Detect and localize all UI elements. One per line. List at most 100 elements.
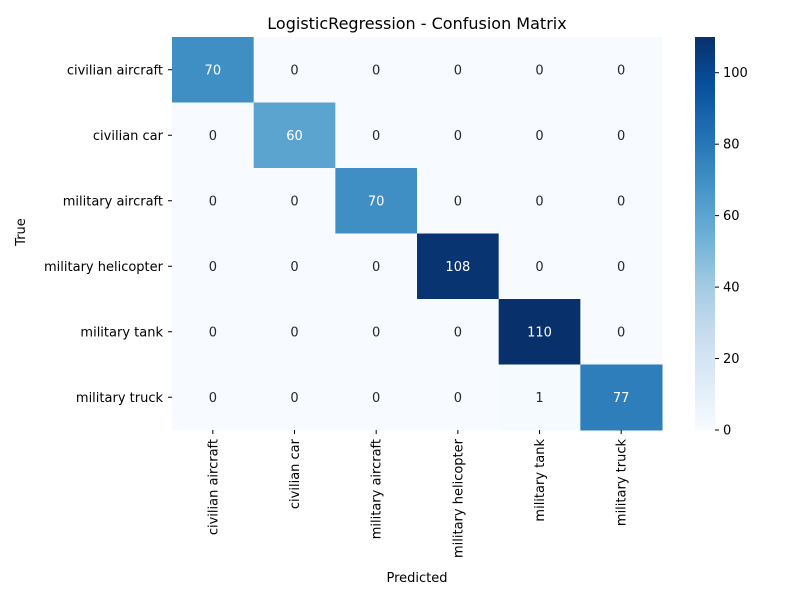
heatmap-cell bbox=[498, 37, 581, 103]
colorbar-tick-label: 80 bbox=[723, 138, 740, 153]
cell-value-label: 60 bbox=[286, 129, 303, 144]
heatmap-cell bbox=[172, 299, 255, 365]
y-axis-ticks: civilian aircraft civilian car military ai… bbox=[44, 63, 172, 406]
heatmap-cell bbox=[335, 364, 418, 431]
colorbar: 0 20 40 60 80 100 bbox=[695, 37, 748, 439]
cell-value-label: 0 bbox=[454, 325, 462, 340]
heatmap-cell bbox=[335, 102, 418, 169]
heatmap-cell bbox=[172, 168, 255, 234]
y-tick-label: military aircraft bbox=[63, 194, 163, 209]
heatmap-cell bbox=[417, 364, 500, 431]
x-tick-label: military helicopter bbox=[451, 438, 466, 558]
heatmap-cell bbox=[335, 37, 418, 103]
cell-value-label: 110 bbox=[527, 325, 552, 340]
x-tick-label: military tank bbox=[533, 439, 548, 522]
colorbar-tick-label: 0 bbox=[723, 424, 731, 439]
heatmap-cell bbox=[172, 37, 255, 103]
cell-value-label: 0 bbox=[454, 63, 462, 78]
heatmap-cell bbox=[417, 102, 500, 169]
heatmap-cell bbox=[498, 364, 581, 431]
cell-value-label: 0 bbox=[209, 325, 217, 340]
heatmap-cell bbox=[498, 233, 581, 300]
heatmap-cell bbox=[498, 102, 581, 169]
y-tick-label: military truck bbox=[76, 391, 164, 406]
colorbar-tick-label: 20 bbox=[723, 352, 740, 367]
cell-value-label: 0 bbox=[290, 260, 298, 275]
colorbar-gradient bbox=[695, 37, 715, 430]
heatmap-cell bbox=[580, 168, 663, 234]
heatmap-cell bbox=[417, 168, 500, 234]
cell-value-label: 0 bbox=[454, 194, 462, 209]
x-axis-ticks: civilian aircraft civilian car military ai… bbox=[206, 430, 630, 558]
cell-value-label: 0 bbox=[372, 129, 380, 144]
heatmap-cell bbox=[580, 364, 663, 431]
cell-value-label: 0 bbox=[290, 325, 298, 340]
cell-value-label: 70 bbox=[205, 63, 222, 78]
x-tick-label: military aircraft bbox=[370, 439, 385, 539]
colorbar-tick-label: 60 bbox=[723, 209, 740, 224]
heatmap-cell bbox=[253, 233, 336, 300]
cell-value-label: 0 bbox=[372, 63, 380, 78]
heatmap-cell bbox=[172, 102, 255, 169]
cell-value-label: 0 bbox=[209, 391, 217, 406]
heatmap-cell bbox=[417, 37, 500, 103]
colorbar-tick-label: 40 bbox=[723, 281, 740, 296]
heatmap-cell bbox=[253, 102, 336, 169]
cell-value-label: 0 bbox=[454, 129, 462, 144]
cell-value-label: 0 bbox=[372, 325, 380, 340]
cell-value-label: 0 bbox=[535, 63, 543, 78]
cell-value-label: 0 bbox=[617, 129, 625, 144]
heatmap-cell bbox=[417, 299, 500, 365]
heatmap-cell bbox=[253, 168, 336, 234]
cell-value-label: 70 bbox=[368, 194, 385, 209]
cell-value-label: 0 bbox=[209, 129, 217, 144]
x-axis-label: Predicted bbox=[386, 571, 447, 586]
heatmap-cell bbox=[172, 364, 255, 431]
heatmap-cell bbox=[498, 299, 581, 365]
cell-value-label: 0 bbox=[535, 129, 543, 144]
heatmap-cell bbox=[335, 168, 418, 234]
y-tick-label: civilian car bbox=[93, 129, 164, 144]
cell-value-label: 0 bbox=[617, 194, 625, 209]
x-tick-label: military truck bbox=[615, 439, 630, 527]
heatmap-cell bbox=[580, 299, 663, 365]
cell-value-label: 77 bbox=[613, 391, 630, 406]
heatmap-cell bbox=[335, 299, 418, 365]
heatmap-cell bbox=[580, 37, 663, 103]
heatmap-cell bbox=[335, 233, 418, 300]
heatmap-cell bbox=[172, 233, 255, 300]
x-tick-label: civilian car bbox=[288, 438, 303, 509]
cell-value-label: 108 bbox=[445, 260, 470, 275]
y-axis-label: True bbox=[14, 218, 29, 247]
cell-value-label: 0 bbox=[454, 391, 462, 406]
cell-value-label: 0 bbox=[372, 260, 380, 275]
y-tick-label: military helicopter bbox=[44, 260, 164, 275]
heatmap-cell bbox=[253, 299, 336, 365]
heatmap-cell bbox=[253, 364, 336, 431]
cell-value-label: 0 bbox=[535, 194, 543, 209]
heatmap-cell bbox=[417, 233, 500, 300]
cell-value-label: 0 bbox=[209, 194, 217, 209]
cell-value-label: 0 bbox=[535, 260, 543, 275]
cell-value-label: 0 bbox=[617, 325, 625, 340]
cell-value-label: 0 bbox=[290, 194, 298, 209]
heatmap-cell bbox=[498, 168, 581, 234]
cell-value-label: 0 bbox=[290, 391, 298, 406]
cell-value-label: 0 bbox=[372, 391, 380, 406]
colorbar-tick-label: 100 bbox=[723, 66, 748, 81]
heatmap-cell bbox=[253, 37, 336, 103]
y-tick-label: military tank bbox=[80, 325, 163, 340]
heatmap-cell bbox=[580, 102, 663, 169]
x-tick-label: civilian aircraft bbox=[206, 439, 221, 535]
chart-title: LogisticRegression - Confusion Matrix bbox=[267, 14, 566, 33]
cell-value-label: 0 bbox=[209, 260, 217, 275]
cell-value-label: 1 bbox=[535, 391, 543, 406]
cell-value-label: 0 bbox=[617, 260, 625, 275]
heatmap-cell-labels: 70 0 0 0 0 0 0 60 0 0 0 0 0 0 70 0 0 0 0 0 0 108 0 0 0 0 0 0 110 0 0 0 0… bbox=[205, 63, 630, 406]
cell-value-label: 0 bbox=[290, 63, 298, 78]
heatmap-cells bbox=[172, 37, 663, 431]
heatmap-cell bbox=[580, 233, 663, 300]
y-tick-label: civilian aircraft bbox=[67, 63, 163, 78]
cell-value-label: 0 bbox=[617, 63, 625, 78]
